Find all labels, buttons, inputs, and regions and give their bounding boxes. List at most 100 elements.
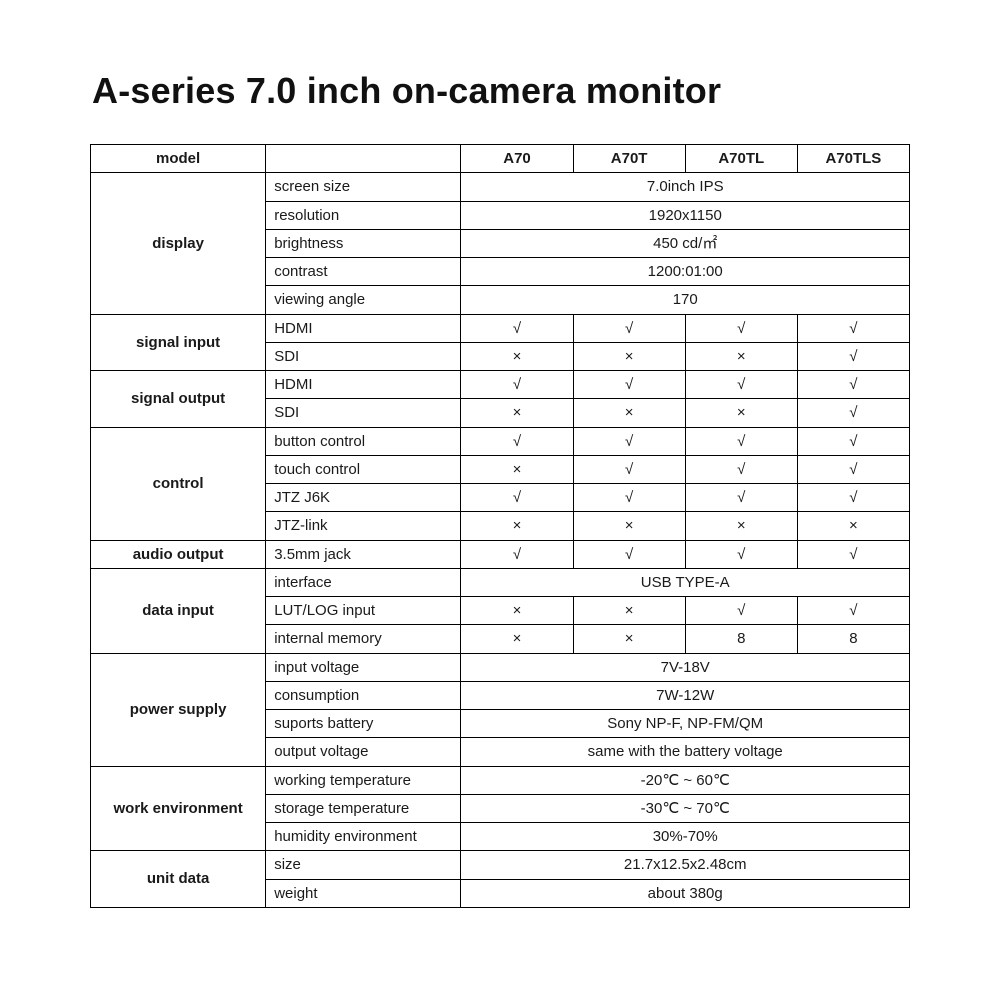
value-cell: 8 [685, 625, 797, 653]
value-cell: √ [797, 342, 909, 370]
attr-cell: 3.5mm jack [266, 540, 461, 568]
table-row: displayscreen size7.0inch IPS [91, 173, 910, 201]
table-row: work environmentworking temperature-20℃ … [91, 766, 910, 794]
attr-cell: weight [266, 879, 461, 907]
value-cell-span: 1200:01:00 [461, 258, 910, 286]
value-cell: √ [461, 540, 573, 568]
attr-cell: input voltage [266, 653, 461, 681]
table-body: displayscreen size7.0inch IPSresolution1… [91, 173, 910, 908]
table-row: data inputinterfaceUSB TYPE-A [91, 568, 910, 596]
attr-cell: storage temperature [266, 794, 461, 822]
attr-cell: JTZ J6K [266, 484, 461, 512]
value-cell-span: about 380g [461, 879, 910, 907]
attr-cell: brightness [266, 229, 461, 257]
value-cell: × [461, 625, 573, 653]
category-cell: signal output [91, 371, 266, 428]
value-cell: √ [461, 484, 573, 512]
table-row: power supplyinput voltage7V-18V [91, 653, 910, 681]
value-cell-span: -20℃ ~ 60℃ [461, 766, 910, 794]
value-cell: √ [573, 540, 685, 568]
value-cell: √ [461, 371, 573, 399]
header-blank [266, 145, 461, 173]
value-cell-span: 30%-70% [461, 823, 910, 851]
value-cell-span: USB TYPE-A [461, 568, 910, 596]
page: A-series 7.0 inch on-camera monitor mode… [0, 0, 1000, 948]
value-cell: √ [797, 597, 909, 625]
value-cell: √ [573, 484, 685, 512]
attr-cell: consumption [266, 681, 461, 709]
value-cell: √ [797, 540, 909, 568]
value-cell: √ [797, 455, 909, 483]
value-cell: √ [685, 314, 797, 342]
category-cell: display [91, 173, 266, 314]
attr-cell: HDMI [266, 314, 461, 342]
value-cell: × [685, 512, 797, 540]
category-cell: control [91, 427, 266, 540]
value-cell: × [797, 512, 909, 540]
value-cell: √ [685, 540, 797, 568]
value-cell: √ [797, 399, 909, 427]
value-cell: × [685, 342, 797, 370]
header-model-label: model [91, 145, 266, 173]
attr-cell: working temperature [266, 766, 461, 794]
attr-cell: internal memory [266, 625, 461, 653]
value-cell: √ [797, 314, 909, 342]
attr-cell: size [266, 851, 461, 879]
value-cell: × [461, 512, 573, 540]
value-cell-span: 170 [461, 286, 910, 314]
attr-cell: HDMI [266, 371, 461, 399]
attr-cell: screen size [266, 173, 461, 201]
value-cell: × [685, 399, 797, 427]
header-model-3: A70TLS [797, 145, 909, 173]
value-cell-span: 450 cd/㎡ [461, 229, 910, 257]
value-cell: √ [797, 484, 909, 512]
value-cell-span: 1920x1150 [461, 201, 910, 229]
attr-cell: contrast [266, 258, 461, 286]
value-cell-span: 7V-18V [461, 653, 910, 681]
value-cell: √ [685, 597, 797, 625]
value-cell: √ [685, 455, 797, 483]
value-cell: × [461, 399, 573, 427]
attr-cell: suports battery [266, 710, 461, 738]
value-cell: √ [461, 427, 573, 455]
value-cell: √ [797, 371, 909, 399]
table-row: signal inputHDMI√√√√ [91, 314, 910, 342]
value-cell: × [461, 597, 573, 625]
value-cell: × [461, 455, 573, 483]
attr-cell: humidity environment [266, 823, 461, 851]
value-cell-span: 7.0inch IPS [461, 173, 910, 201]
value-cell-span: Sony NP-F, NP-FM/QM [461, 710, 910, 738]
value-cell-span: 7W-12W [461, 681, 910, 709]
value-cell: √ [573, 371, 685, 399]
attr-cell: touch control [266, 455, 461, 483]
category-cell: unit data [91, 851, 266, 908]
value-cell: √ [685, 427, 797, 455]
value-cell-span: 21.7x12.5x2.48cm [461, 851, 910, 879]
table-row: unit datasize21.7x12.5x2.48cm [91, 851, 910, 879]
table-row: signal outputHDMI√√√√ [91, 371, 910, 399]
attr-cell: viewing angle [266, 286, 461, 314]
value-cell: √ [573, 455, 685, 483]
attr-cell: button control [266, 427, 461, 455]
value-cell: × [573, 597, 685, 625]
category-cell: data input [91, 568, 266, 653]
header-model-0: A70 [461, 145, 573, 173]
value-cell: √ [573, 427, 685, 455]
value-cell: √ [573, 314, 685, 342]
table-header-row: model A70 A70T A70TL A70TLS [91, 145, 910, 173]
table-row: controlbutton control√√√√ [91, 427, 910, 455]
value-cell: × [461, 342, 573, 370]
header-model-1: A70T [573, 145, 685, 173]
attr-cell: SDI [266, 342, 461, 370]
value-cell: × [573, 399, 685, 427]
value-cell: 8 [797, 625, 909, 653]
page-title: A-series 7.0 inch on-camera monitor [92, 70, 910, 112]
attr-cell: resolution [266, 201, 461, 229]
category-cell: work environment [91, 766, 266, 851]
value-cell: √ [685, 371, 797, 399]
table-row: audio output3.5mm jack√√√√ [91, 540, 910, 568]
attr-cell: SDI [266, 399, 461, 427]
category-cell: signal input [91, 314, 266, 371]
value-cell-span: same with the battery voltage [461, 738, 910, 766]
value-cell: × [573, 342, 685, 370]
